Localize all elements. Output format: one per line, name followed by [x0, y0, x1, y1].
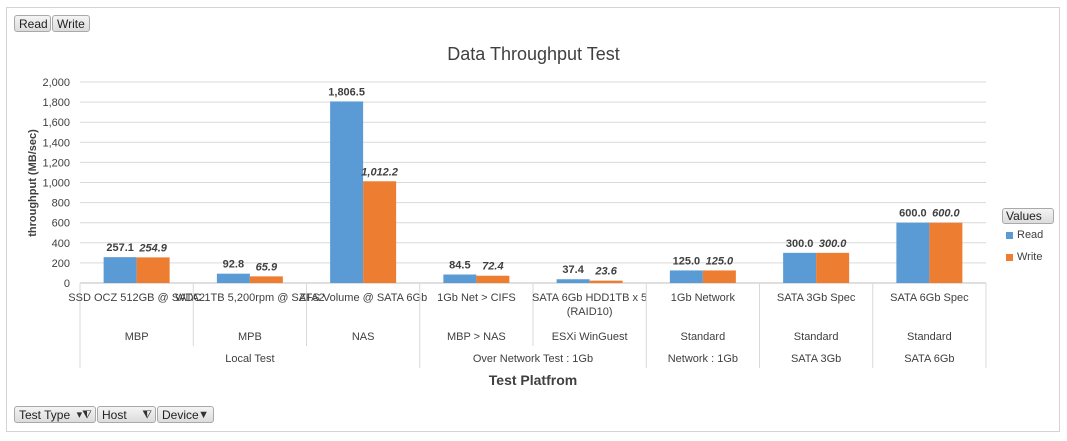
y-tick-label: 1,800 — [42, 97, 70, 109]
host-label: NAS — [352, 331, 375, 343]
device-label: (RAID10) — [567, 306, 613, 318]
write-field-button[interactable]: Write — [52, 15, 90, 32]
legend-item-read[interactable]: Read — [1006, 229, 1043, 241]
chart-title: Data Throughput Test — [447, 44, 620, 64]
test-type-label: Network : 1Gb — [668, 353, 738, 365]
bar-write — [702, 270, 736, 283]
host-label: ESXi WinGuest — [552, 331, 628, 343]
bar-write — [363, 181, 397, 283]
y-tick-label: 400 — [52, 238, 70, 250]
bar-read — [103, 257, 137, 283]
y-tick-label: 1,200 — [42, 157, 70, 169]
dropdown-arrow-icon[interactable]: ▼ — [198, 409, 209, 421]
y-tick-label: 1,400 — [42, 137, 70, 149]
data-label-read: 300.0 — [786, 238, 814, 250]
y-tick-label: 1,000 — [42, 178, 70, 190]
bar-read — [330, 101, 364, 283]
host-label: Standard — [794, 331, 839, 343]
data-label-write: 65.9 — [256, 261, 278, 273]
bar-write — [476, 275, 510, 283]
test-type-label: Local Test — [225, 353, 274, 365]
read-field-button[interactable]: Read — [14, 15, 51, 32]
y-tick-label: 1,600 — [42, 117, 70, 129]
device-label: SSD OCZ 512GB @ SATA2 — [68, 292, 205, 304]
write-field-label: Write — [57, 17, 85, 31]
data-label-write: 23.6 — [594, 266, 617, 278]
data-label-write: 300.0 — [819, 238, 847, 250]
device-label: SATA 3Gb Spec — [777, 292, 856, 304]
y-tick-label: 0 — [64, 278, 70, 290]
test-type-field-button[interactable]: Test Type ▾⧨ — [14, 406, 96, 423]
test-type-label: SATA 3Gb — [791, 353, 841, 365]
host-label: MBP — [125, 331, 149, 343]
y-tick-label: 2,000 — [42, 77, 70, 89]
data-label-write: 600.0 — [932, 208, 960, 220]
device-label: SATA 6Gb HDD1TB x 5 — [532, 292, 647, 304]
legend-header-label: Values — [1006, 209, 1042, 223]
test-type-field-label: Test Type — [19, 408, 71, 422]
data-label-read: 257.1 — [106, 242, 134, 254]
data-label-read: 84.5 — [449, 260, 470, 272]
y-tick-label: 800 — [52, 198, 70, 210]
bar-read — [896, 222, 930, 283]
bar-read — [556, 279, 590, 283]
host-label: Standard — [681, 331, 726, 343]
y-tick-label: 600 — [52, 218, 70, 230]
bar-read — [443, 274, 477, 283]
data-label-read: 92.8 — [223, 259, 244, 271]
chart-frame — [6, 7, 1060, 432]
host-label: Standard — [907, 331, 952, 343]
host-field-label: Host — [102, 408, 127, 422]
y-axis-title: throughput (MB/sec) — [27, 129, 39, 237]
device-field-button[interactable]: Device ▼ — [157, 406, 214, 423]
legend-header[interactable]: Values — [1002, 208, 1054, 224]
legend-label-write: Write — [1017, 251, 1043, 263]
data-label-write: 254.9 — [138, 242, 167, 254]
legend-item-write[interactable]: Write — [1006, 251, 1042, 263]
legend-swatch-read — [1006, 231, 1013, 239]
test-type-label: Over Network Test : 1Gb — [473, 353, 593, 365]
bar-read — [669, 270, 703, 283]
legend-swatch-write — [1006, 253, 1013, 261]
device-label: SATA 6Gb Spec — [890, 292, 969, 304]
host-field-button[interactable]: Host ⧨ — [97, 406, 156, 423]
device-label: 1Gb Net > CIFS — [437, 292, 516, 304]
bar-read — [216, 273, 250, 283]
data-label-write: 125.0 — [706, 255, 734, 267]
filter-dropdown-icon[interactable]: ▾⧨ — [76, 409, 92, 421]
y-tick-label: 200 — [52, 258, 70, 270]
bar-write — [136, 257, 170, 283]
legend-label-read: Read — [1017, 229, 1044, 241]
device-field-label: Device — [162, 408, 199, 422]
data-label-read: 600.0 — [899, 208, 927, 220]
bar-read — [783, 252, 817, 283]
data-label-read: 125.0 — [673, 255, 701, 267]
bar-write — [589, 280, 623, 283]
data-label-write: 1,012.2 — [361, 166, 398, 178]
filter-icon[interactable]: ⧨ — [142, 409, 152, 421]
read-field-label: Read — [19, 17, 48, 31]
data-label-read: 37.4 — [562, 264, 584, 276]
bar-write — [929, 222, 963, 283]
data-label-write: 72.4 — [482, 261, 503, 273]
device-label: 1Gb Network — [671, 292, 736, 304]
x-axis-title: Test Platfrom — [489, 372, 577, 388]
device-label: WDC 1TB 5,200rpm @ SATA2 — [175, 292, 325, 304]
test-type-label: SATA 6Gb — [904, 353, 954, 365]
host-label: MPB — [238, 331, 262, 343]
bar-write — [816, 252, 850, 283]
host-label: MBP > NAS — [447, 331, 506, 343]
bar-write — [249, 276, 283, 283]
data-label-read: 1,806.5 — [328, 86, 365, 98]
device-label: ZFS Volume @ SATA 6Gb — [299, 292, 427, 304]
